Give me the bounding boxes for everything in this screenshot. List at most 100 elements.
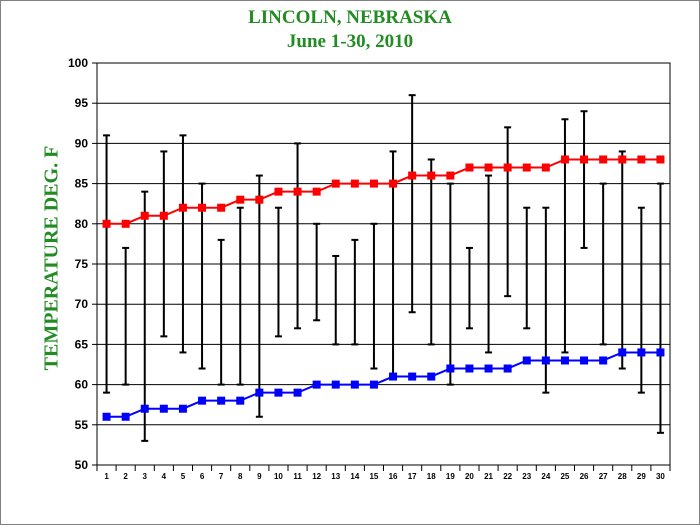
series-1-marker bbox=[599, 155, 608, 164]
x-tick-label: 12 bbox=[312, 472, 321, 481]
series-2-marker bbox=[599, 356, 608, 365]
series-2-marker bbox=[274, 388, 283, 397]
series-1-marker bbox=[350, 179, 359, 188]
series-2-marker bbox=[350, 380, 359, 389]
y-tick-label: 95 bbox=[75, 96, 89, 110]
series-1-marker bbox=[312, 187, 321, 196]
series-1-marker bbox=[121, 219, 130, 228]
y-tick-label: 75 bbox=[75, 257, 89, 271]
x-tick-label: 14 bbox=[350, 472, 359, 481]
series-1-marker bbox=[217, 203, 226, 212]
x-tick-label: 11 bbox=[293, 472, 302, 481]
series-1-marker bbox=[159, 211, 168, 220]
series-1-marker bbox=[618, 155, 627, 164]
y-tick-label: 100 bbox=[68, 56, 88, 70]
series-2-marker bbox=[236, 396, 245, 405]
series-1-marker bbox=[369, 179, 378, 188]
x-tick-label: 17 bbox=[408, 472, 417, 481]
chart-subtitle: June 1-30, 2010 bbox=[286, 31, 414, 52]
y-tick-label: 50 bbox=[75, 458, 89, 472]
x-tick-label: 20 bbox=[465, 472, 474, 481]
series-2-marker bbox=[618, 348, 627, 357]
x-tick-label: 29 bbox=[637, 472, 646, 481]
y-tick-label: 90 bbox=[75, 136, 89, 150]
y-tick-label: 80 bbox=[75, 217, 89, 231]
series-1-marker bbox=[389, 179, 398, 188]
x-tick-label: 26 bbox=[580, 472, 589, 481]
chart-title: LINCOLN, NEBRASKA bbox=[248, 7, 452, 28]
series-2-marker bbox=[102, 412, 111, 421]
y-tick-label: 70 bbox=[75, 297, 89, 311]
series-2-marker bbox=[331, 380, 340, 389]
x-tick-label: 4 bbox=[162, 472, 167, 481]
y-tick-label: 60 bbox=[75, 378, 89, 392]
series-2-marker bbox=[541, 356, 550, 365]
x-tick-label: 2 bbox=[123, 472, 128, 481]
series-1-marker bbox=[274, 187, 283, 196]
x-tick-label: 28 bbox=[618, 472, 627, 481]
series-2-marker bbox=[389, 372, 398, 381]
x-tick-label: 25 bbox=[560, 472, 569, 481]
x-tick-label: 30 bbox=[656, 472, 665, 481]
x-tick-label: 7 bbox=[219, 472, 224, 481]
x-tick-label: 15 bbox=[369, 472, 378, 481]
x-tick-label: 1 bbox=[104, 472, 109, 481]
y-tick-label: 65 bbox=[75, 337, 89, 351]
series-1-marker bbox=[178, 203, 187, 212]
x-tick-label: 9 bbox=[257, 472, 262, 481]
series-2-marker bbox=[580, 356, 589, 365]
series-2-marker bbox=[656, 348, 665, 357]
series-1-marker bbox=[427, 171, 436, 180]
series-2-marker bbox=[369, 380, 378, 389]
series-1-marker bbox=[446, 171, 455, 180]
x-tick-label: 24 bbox=[541, 472, 550, 481]
series-2-marker bbox=[159, 404, 168, 413]
x-tick-label: 3 bbox=[143, 472, 148, 481]
series-2-marker bbox=[140, 404, 149, 413]
series-1-marker bbox=[140, 211, 149, 220]
x-tick-label: 22 bbox=[503, 472, 512, 481]
series-2-marker bbox=[408, 372, 417, 381]
series-2-marker bbox=[312, 380, 321, 389]
series-1-marker bbox=[560, 155, 569, 164]
series-1-marker bbox=[484, 163, 493, 172]
series-2-marker bbox=[178, 404, 187, 413]
series-2-marker bbox=[484, 364, 493, 373]
x-tick-label: 8 bbox=[238, 472, 243, 481]
series-2-marker bbox=[465, 364, 474, 373]
series-1-marker bbox=[637, 155, 646, 164]
x-tick-label: 23 bbox=[522, 472, 531, 481]
series-1-marker bbox=[293, 187, 302, 196]
series-1-marker bbox=[408, 171, 417, 180]
x-tick-label: 19 bbox=[446, 472, 455, 481]
y-tick-label: 55 bbox=[75, 418, 89, 432]
series-1-marker bbox=[541, 163, 550, 172]
series-2-marker bbox=[217, 396, 226, 405]
series-1-marker bbox=[580, 155, 589, 164]
series-2-marker bbox=[293, 388, 302, 397]
series-1-marker bbox=[236, 195, 245, 204]
series-2-marker bbox=[255, 388, 264, 397]
series-1-marker bbox=[656, 155, 665, 164]
y-tick-label: 85 bbox=[75, 177, 89, 191]
x-tick-label: 10 bbox=[274, 472, 283, 481]
series-2-marker bbox=[121, 412, 130, 421]
series-2-marker bbox=[560, 356, 569, 365]
series-1-marker bbox=[465, 163, 474, 172]
x-tick-label: 16 bbox=[389, 472, 398, 481]
series-2-marker bbox=[503, 364, 512, 373]
x-tick-label: 21 bbox=[484, 472, 493, 481]
series-1-marker bbox=[102, 219, 111, 228]
x-tick-label: 18 bbox=[427, 472, 436, 481]
x-tick-label: 6 bbox=[200, 472, 205, 481]
series-2-marker bbox=[446, 364, 455, 373]
series-2-marker bbox=[522, 356, 531, 365]
x-tick-label: 27 bbox=[599, 472, 608, 481]
series-1-marker bbox=[331, 179, 340, 188]
series-1-marker bbox=[255, 195, 264, 204]
series-2-marker bbox=[427, 372, 436, 381]
series-1-marker bbox=[503, 163, 512, 172]
series-1-marker bbox=[198, 203, 207, 212]
series-2-marker bbox=[637, 348, 646, 357]
